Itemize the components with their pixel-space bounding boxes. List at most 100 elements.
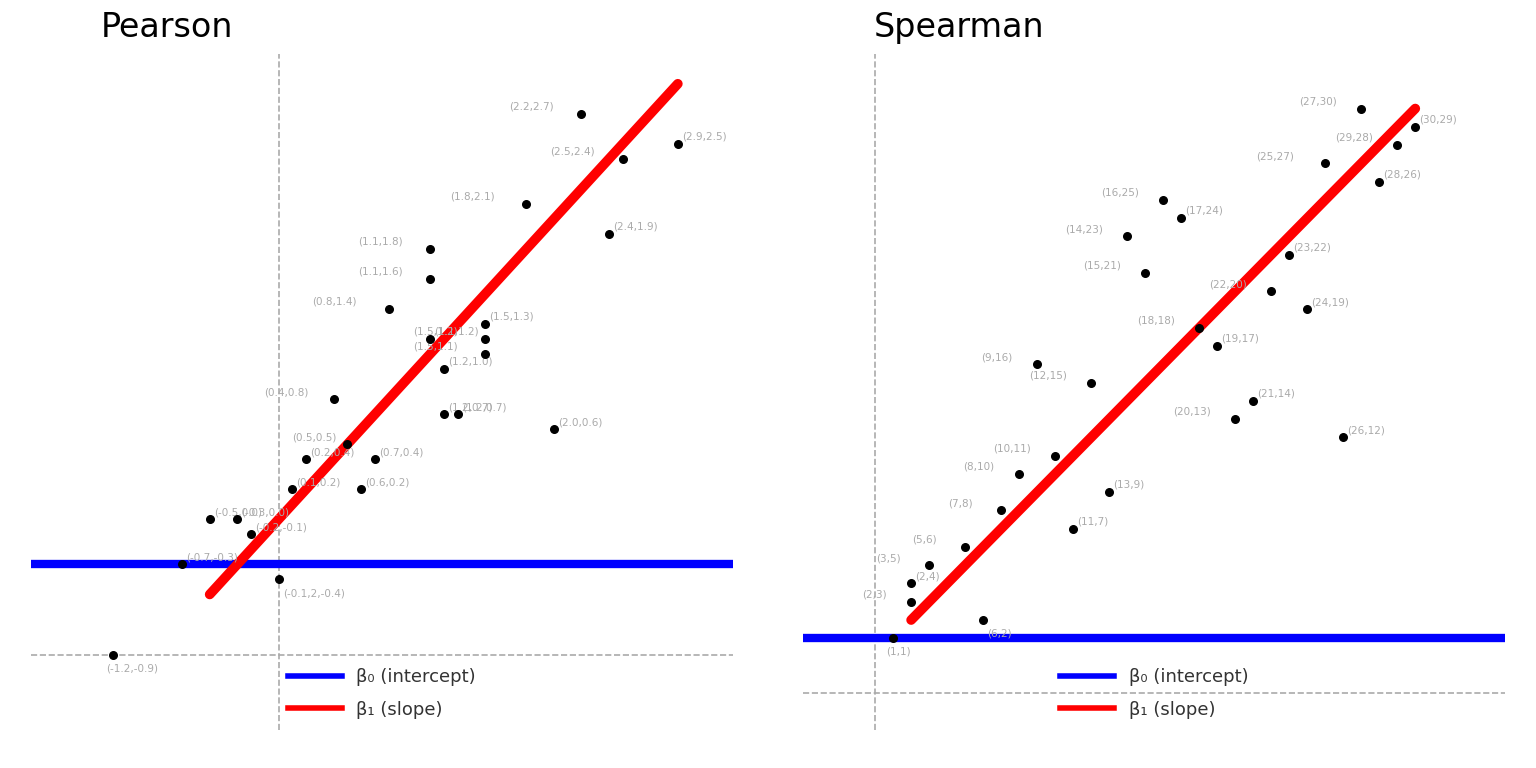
- Text: (1.1,1.2): (1.1,1.2): [435, 327, 479, 337]
- Text: (-0.3,0.0): (-0.3,0.0): [241, 507, 289, 517]
- Text: (9,16): (9,16): [982, 352, 1012, 362]
- Text: (12,15): (12,15): [1029, 370, 1066, 380]
- Point: [418, 273, 442, 285]
- Point: [917, 559, 942, 571]
- Point: [362, 453, 387, 465]
- Text: (29,28): (29,28): [1335, 133, 1373, 143]
- Text: (24,19): (24,19): [1312, 297, 1349, 307]
- Point: [1313, 157, 1338, 170]
- Text: (2.0,0.6): (2.0,0.6): [558, 417, 602, 427]
- Text: (2,4): (2,4): [915, 571, 940, 581]
- Point: [293, 453, 318, 465]
- Text: (2.4,1.9): (2.4,1.9): [613, 222, 657, 232]
- Point: [170, 558, 195, 571]
- Text: (-0.5,0.0): (-0.5,0.0): [214, 507, 261, 517]
- Point: [473, 333, 498, 346]
- Text: (1.2,0.7): (1.2,0.7): [449, 402, 493, 412]
- Text: (1.8,2.1): (1.8,2.1): [450, 192, 495, 202]
- Text: (0.7,0.4): (0.7,0.4): [379, 447, 424, 457]
- Text: Spearman: Spearman: [874, 11, 1044, 44]
- Text: (20,13): (20,13): [1172, 407, 1210, 417]
- Point: [445, 408, 470, 420]
- Legend: β₀ (intercept), β₁ (slope): β₀ (intercept), β₁ (slope): [281, 661, 484, 726]
- Point: [280, 483, 304, 495]
- Point: [971, 614, 995, 626]
- Text: (2.2,2.7): (2.2,2.7): [510, 101, 554, 111]
- Point: [542, 423, 567, 435]
- Point: [665, 137, 690, 150]
- Text: (1.5,1.2): (1.5,1.2): [413, 327, 458, 337]
- Text: (-0.7,-0.3): (-0.7,-0.3): [186, 552, 238, 562]
- Point: [432, 408, 456, 420]
- Point: [1043, 449, 1068, 462]
- Point: [349, 483, 373, 495]
- Text: (-1.2,-0.9): (-1.2,-0.9): [106, 664, 158, 674]
- Point: [473, 318, 498, 330]
- Text: (1.2,1.0): (1.2,1.0): [449, 357, 493, 367]
- Text: (30,29): (30,29): [1419, 114, 1458, 124]
- Point: [1061, 522, 1086, 535]
- Point: [1295, 303, 1319, 316]
- Text: (23,22): (23,22): [1293, 243, 1332, 253]
- Point: [1260, 285, 1284, 297]
- Text: (6,2): (6,2): [988, 629, 1012, 639]
- Point: [610, 153, 634, 165]
- Point: [1025, 358, 1049, 370]
- Text: (7,8): (7,8): [948, 498, 972, 508]
- Text: (0.5,0.5): (0.5,0.5): [292, 432, 336, 442]
- Point: [952, 541, 977, 553]
- Point: [1276, 249, 1301, 261]
- Point: [1097, 486, 1121, 498]
- Point: [432, 363, 456, 376]
- Point: [1169, 212, 1193, 224]
- Text: (21,14): (21,14): [1258, 389, 1295, 399]
- Point: [899, 578, 923, 590]
- Point: [473, 348, 498, 360]
- Point: [418, 243, 442, 255]
- Text: (-0.1,2,-0.4): (-0.1,2,-0.4): [283, 588, 344, 598]
- Point: [880, 632, 905, 644]
- Text: (0.4,0.8): (0.4,0.8): [264, 387, 309, 397]
- Point: [1078, 376, 1103, 389]
- Text: (28,26): (28,26): [1384, 170, 1421, 180]
- Text: (2.5,2.4): (2.5,2.4): [550, 147, 594, 157]
- Text: (-0.2,-0.1): (-0.2,-0.1): [255, 522, 307, 532]
- Point: [1115, 230, 1140, 243]
- Text: (1.2,0.7): (1.2,0.7): [462, 402, 507, 412]
- Text: (17,24): (17,24): [1186, 206, 1223, 216]
- Point: [899, 596, 923, 608]
- Text: (2.9,2.5): (2.9,2.5): [682, 131, 727, 142]
- Point: [596, 228, 621, 240]
- Text: (25,27): (25,27): [1256, 151, 1293, 161]
- Text: (0.2,0.4): (0.2,0.4): [310, 447, 355, 457]
- Text: (0.1,0.2): (0.1,0.2): [296, 477, 341, 487]
- Point: [1204, 340, 1229, 353]
- Point: [1349, 102, 1373, 114]
- Point: [238, 528, 263, 541]
- Point: [376, 303, 401, 315]
- Text: Pearson: Pearson: [101, 11, 233, 44]
- Text: (0.6,0.2): (0.6,0.2): [366, 477, 410, 487]
- Point: [1134, 266, 1158, 279]
- Text: (1.5,1.3): (1.5,1.3): [490, 312, 535, 322]
- Point: [101, 648, 126, 660]
- Text: (14,23): (14,23): [1064, 224, 1103, 234]
- Text: (15,21): (15,21): [1083, 261, 1121, 271]
- Point: [1332, 431, 1356, 443]
- Point: [198, 513, 223, 525]
- Text: (1.1,1.8): (1.1,1.8): [358, 237, 402, 247]
- Text: (0.8,1.4): (0.8,1.4): [312, 297, 356, 307]
- Point: [570, 108, 594, 120]
- Text: (1.5,1.1): (1.5,1.1): [413, 342, 458, 352]
- Point: [335, 438, 359, 450]
- Text: (3,5): (3,5): [877, 553, 902, 563]
- Text: (8,10): (8,10): [963, 462, 995, 472]
- Point: [1187, 322, 1212, 334]
- Point: [515, 198, 539, 210]
- Text: (1,1): (1,1): [886, 647, 911, 657]
- Point: [1367, 175, 1392, 187]
- Text: (27,30): (27,30): [1299, 97, 1336, 107]
- Point: [1008, 468, 1032, 480]
- Text: (1.1,1.6): (1.1,1.6): [358, 266, 402, 277]
- Text: (5,6): (5,6): [912, 535, 937, 545]
